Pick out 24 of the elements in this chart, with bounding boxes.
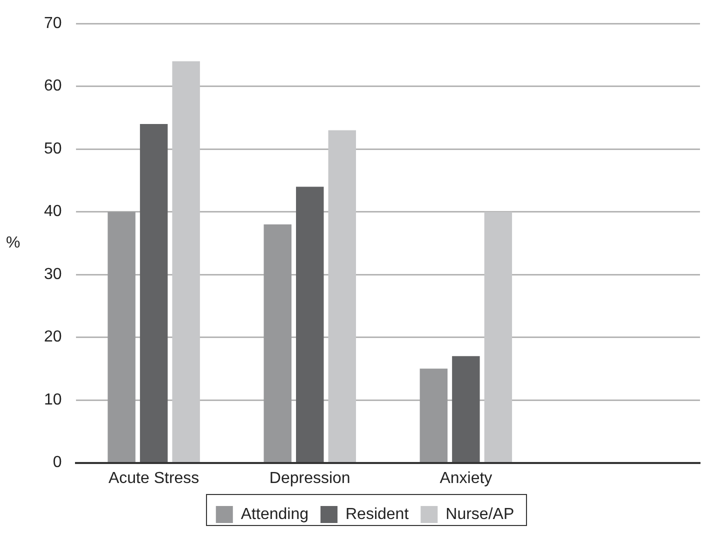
y-tick-label: 60 xyxy=(44,78,62,95)
x-tick-label: Anxiety xyxy=(440,470,492,487)
y-tick-label: 70 xyxy=(44,15,62,32)
y-tick-label: 30 xyxy=(44,266,62,283)
bar xyxy=(484,212,512,462)
legend-label: Nurse/AP xyxy=(446,506,514,523)
y-tick-label: 10 xyxy=(44,391,62,408)
bar xyxy=(140,124,168,462)
bar xyxy=(172,61,200,462)
y-tick-label: 0 xyxy=(52,454,62,472)
y-axis-title: % xyxy=(6,234,20,252)
y-tick-label: 50 xyxy=(44,140,62,158)
y-tick-label: 20 xyxy=(44,328,62,346)
x-tick-label: Acute Stress xyxy=(108,470,200,487)
bar xyxy=(108,212,136,462)
bar xyxy=(452,356,480,462)
bar xyxy=(420,368,448,462)
bar xyxy=(328,130,356,462)
legend-label: Attending xyxy=(240,506,308,523)
bar xyxy=(296,186,324,462)
y-tick-label: 40 xyxy=(44,203,62,220)
x-tick-label: Depression xyxy=(269,470,350,487)
bar xyxy=(264,224,292,462)
legend-label: Resident xyxy=(345,506,410,523)
